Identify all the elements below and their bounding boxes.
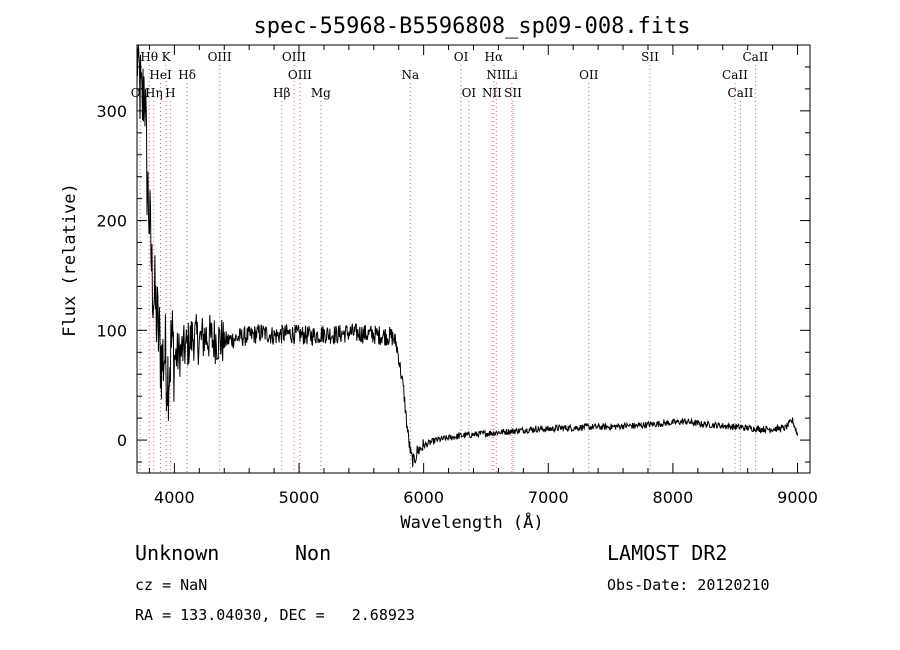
spectral-line-label: Hθ	[140, 50, 158, 64]
y-tick-label: 300	[96, 102, 127, 121]
survey-name: LAMOST DR2	[607, 541, 727, 565]
spectral-lines-layer	[139, 65, 756, 473]
y-tick-label: 200	[96, 212, 127, 231]
spectral-line-label: CaII	[722, 68, 748, 82]
spectral-line-label: OIII	[288, 68, 312, 82]
x-tick-label: 8000	[653, 488, 694, 507]
spectral-line-label: OIII	[282, 50, 306, 64]
x-tick-label: 7000	[528, 488, 569, 507]
x-tick-label: 5000	[279, 488, 320, 507]
redshift-cz: cz = NaN	[135, 576, 207, 594]
spectral-line-label: OI	[454, 50, 469, 64]
object-subclass: Non	[295, 541, 331, 565]
axis-ticks-layer: 4000 5000 6000 7000 8000 9000 0 100 200 300	[96, 44, 818, 507]
coordinates: RA = 133.04030, DEC = 2.68923	[135, 606, 415, 624]
spectral-line-label: H	[165, 86, 175, 100]
spectral-line-label: Hβ	[273, 86, 290, 100]
x-axis-label: Wavelength (Å)	[400, 511, 543, 533]
spectral-line-label: Mg	[311, 86, 331, 100]
y-tick-label: 0	[117, 431, 127, 450]
spectral-line-label: OI	[462, 86, 477, 100]
spectral-line-label: K	[162, 50, 172, 64]
spectral-line-label: HeI	[149, 68, 172, 82]
x-tick-label: 9000	[777, 488, 818, 507]
spectral-line-label: OIII	[208, 50, 232, 64]
spectral-line-label: SII	[504, 86, 522, 100]
object-class: Unknown	[135, 541, 219, 565]
x-tick-label: 6000	[403, 488, 444, 507]
chart-title: spec-55968-B5596808_sp09-008.fits	[253, 14, 690, 39]
spectral-line-label: OII	[579, 68, 599, 82]
spectral-line-label: CaII	[742, 50, 768, 64]
x-tick-label: 4000	[154, 488, 195, 507]
y-tick-label: 100	[96, 321, 127, 340]
observation-date: Obs-Date: 20120210	[607, 576, 770, 594]
spectral-line-label: Na	[401, 68, 419, 82]
spectral-line-label: Li	[506, 68, 518, 82]
spectral-line-label: NII	[482, 86, 502, 100]
spectral-line-label: Hδ	[178, 68, 196, 82]
spectral-line-label: SII	[641, 50, 659, 64]
spectrum-line	[136, 44, 798, 468]
spectral-line-label: NII	[486, 68, 506, 82]
spectral-line-label: CaII	[728, 86, 754, 100]
y-axis-label: Flux (relative)	[60, 183, 80, 337]
spectral-line-label: Hη	[145, 86, 163, 100]
spectral-line-label: Hα	[485, 50, 504, 64]
